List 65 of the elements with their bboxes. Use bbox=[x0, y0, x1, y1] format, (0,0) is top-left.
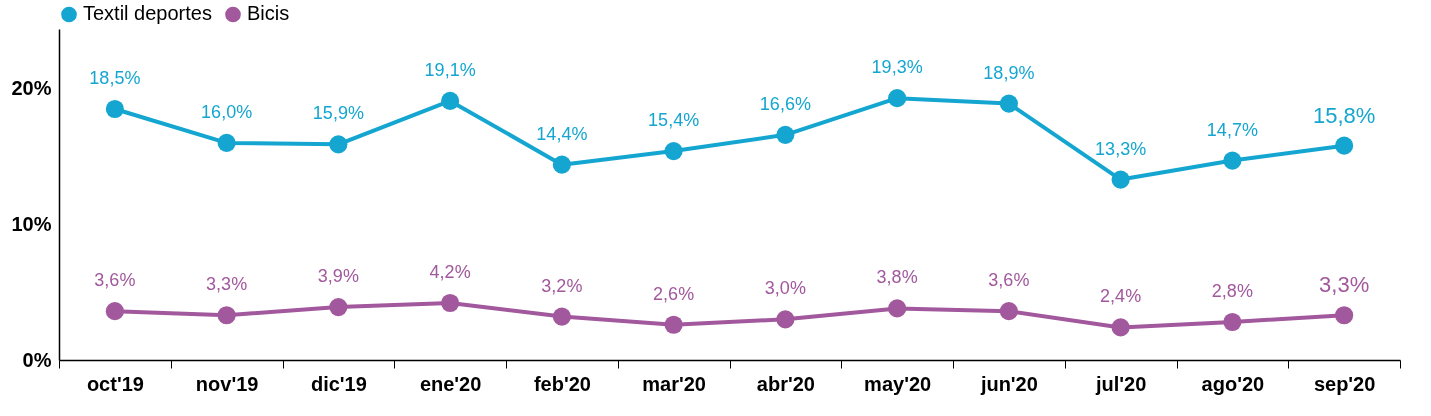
data-label: 3,6% bbox=[988, 270, 1030, 291]
data-label: 16,0% bbox=[201, 101, 253, 122]
x-tick-label: oct'19 bbox=[86, 372, 144, 395]
data-label: 13,3% bbox=[1095, 138, 1147, 159]
data-label: 16,6% bbox=[759, 93, 811, 114]
data-label: 3,8% bbox=[876, 267, 918, 288]
data-label: 14,7% bbox=[1206, 119, 1258, 140]
data-label: 19,3% bbox=[871, 57, 923, 78]
x-tick-label: mar'20 bbox=[642, 372, 706, 395]
data-label: 2,6% bbox=[653, 283, 695, 304]
point bbox=[329, 298, 348, 317]
point bbox=[441, 293, 460, 313]
x-tick-label: ene'20 bbox=[419, 372, 482, 395]
point bbox=[1111, 318, 1130, 337]
point bbox=[999, 94, 1018, 113]
point bbox=[105, 302, 124, 321]
point bbox=[441, 91, 460, 110]
point bbox=[999, 302, 1018, 321]
y-tick-label: 20% bbox=[11, 77, 52, 100]
point bbox=[888, 299, 907, 318]
point bbox=[105, 99, 124, 119]
data-label: 15,4% bbox=[648, 110, 700, 131]
x-tick-label: jul'20 bbox=[1094, 372, 1147, 395]
data-label: 19,1% bbox=[424, 59, 476, 80]
y-tick-label: 10% bbox=[11, 212, 52, 235]
data-label: 3,3% bbox=[206, 274, 248, 295]
legend-label: Textil deportes bbox=[83, 2, 212, 25]
data-label: 3,6% bbox=[94, 270, 136, 291]
x-tick-label: ago'20 bbox=[1201, 372, 1265, 395]
point bbox=[1335, 136, 1354, 155]
point bbox=[217, 133, 236, 153]
x-tick-label: abr'20 bbox=[756, 372, 815, 395]
data-label: 3,2% bbox=[541, 275, 583, 296]
data-label: 2,4% bbox=[1100, 286, 1142, 307]
y-tick-label: 0% bbox=[22, 348, 52, 371]
legend-label: Bicis bbox=[247, 2, 290, 25]
data-label: 4,2% bbox=[429, 262, 471, 283]
data-label: 15,8% bbox=[1312, 102, 1376, 128]
data-label: 14,4% bbox=[536, 123, 588, 144]
point bbox=[1223, 151, 1242, 170]
data-label: 2,8% bbox=[1211, 281, 1253, 302]
point bbox=[888, 89, 907, 108]
point bbox=[664, 315, 683, 334]
point bbox=[552, 155, 571, 174]
x-tick-label: feb'20 bbox=[533, 372, 591, 395]
data-label: 3,3% bbox=[1319, 272, 1370, 298]
point bbox=[1223, 312, 1242, 332]
point bbox=[1111, 170, 1130, 189]
data-label: 3,0% bbox=[764, 278, 806, 299]
data-label: 15,9% bbox=[312, 103, 364, 124]
point bbox=[552, 307, 571, 326]
point bbox=[664, 142, 683, 161]
data-label: 18,9% bbox=[983, 62, 1035, 83]
x-tick-label: may'20 bbox=[864, 372, 932, 395]
data-label: 3,9% bbox=[317, 266, 359, 287]
point bbox=[329, 135, 348, 154]
point bbox=[217, 306, 236, 325]
point bbox=[776, 310, 795, 329]
x-tick-label: sep'20 bbox=[1313, 372, 1376, 395]
x-tick-label: jun'20 bbox=[979, 372, 1038, 395]
data-label: 18,5% bbox=[89, 68, 141, 89]
point bbox=[776, 125, 795, 144]
x-tick-label: nov'19 bbox=[195, 372, 259, 395]
point bbox=[1335, 306, 1354, 325]
x-tick-label: dic'19 bbox=[310, 372, 367, 395]
